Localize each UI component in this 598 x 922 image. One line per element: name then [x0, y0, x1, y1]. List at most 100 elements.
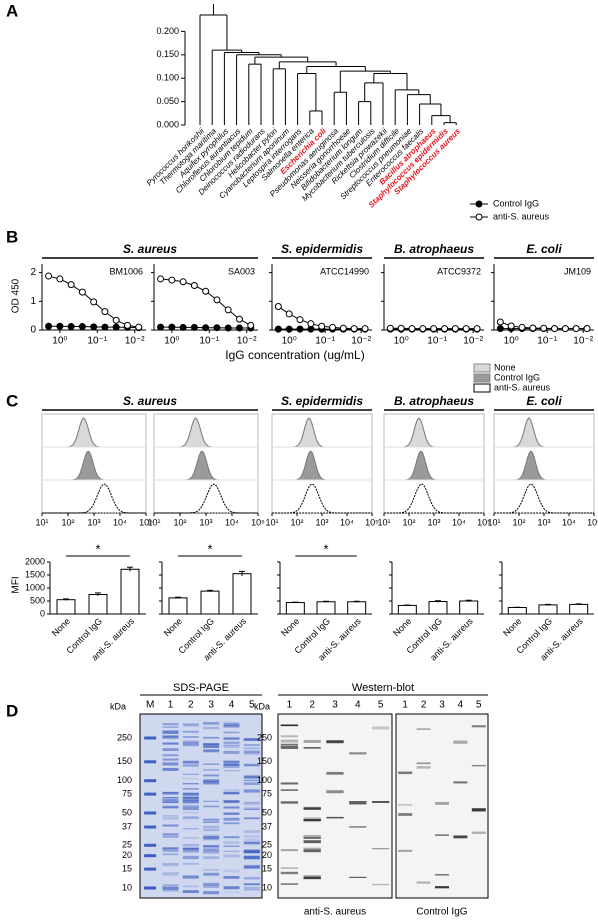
- blot-band: [326, 740, 344, 744]
- blot-band: [303, 819, 321, 821]
- blot-band: [398, 849, 413, 852]
- protein-band: [243, 808, 260, 810]
- y-tick-label: 0: [40, 608, 45, 618]
- protein-band: [203, 873, 220, 875]
- protein-band: [182, 736, 199, 738]
- protein-band: [243, 856, 260, 859]
- data-point: [112, 323, 120, 331]
- x-tick-label: 10⁵: [365, 517, 379, 527]
- x-tick-label: 10³: [199, 517, 212, 527]
- data-point: [168, 323, 176, 331]
- protein-band: [162, 726, 179, 728]
- data-point: [296, 316, 304, 324]
- protein-band: [182, 805, 199, 808]
- protein-band: [243, 878, 260, 880]
- protein-band: [162, 730, 179, 734]
- x-tick-label: 10⁴: [113, 517, 127, 527]
- protein-band: [182, 847, 199, 850]
- protein-band: [162, 735, 179, 737]
- protein-band: [162, 801, 179, 804]
- protein-band: [162, 847, 179, 849]
- protein-band: [203, 885, 220, 889]
- protein-band: [162, 853, 179, 856]
- protein-band: [182, 723, 199, 727]
- data-point: [190, 323, 198, 331]
- kda-label: 100: [117, 775, 132, 785]
- protein-band: [182, 885, 199, 888]
- data-point: [45, 322, 53, 330]
- x-tick-label: 10²: [173, 517, 186, 527]
- y-tick-label: 0.200: [156, 26, 179, 36]
- histogram: [272, 483, 372, 514]
- protein-band: [223, 737, 240, 740]
- protein-band: [182, 778, 199, 780]
- protein-band: [243, 782, 260, 785]
- bar: [168, 597, 188, 615]
- histogram-frame: [271, 413, 373, 514]
- data-point: [213, 296, 221, 304]
- lane-label: 5: [249, 700, 255, 711]
- x-tick-label: 10³: [315, 517, 328, 527]
- protein-band: [243, 752, 260, 754]
- protein-band: [223, 806, 240, 809]
- protein-band: [243, 849, 260, 854]
- x-tick-label: 10⁵: [139, 517, 153, 527]
- data-point: [274, 302, 282, 310]
- protein-band: [182, 799, 199, 804]
- protein-band: [203, 868, 220, 871]
- protein-band: [182, 796, 199, 799]
- x-tick-label: 10¹: [35, 517, 48, 527]
- legend-label: anti-S. aureus: [493, 211, 550, 221]
- protein-band: [182, 740, 199, 743]
- protein-band: [243, 876, 260, 880]
- y-tick-label: 0.100: [156, 73, 179, 83]
- lane-label: 4: [355, 700, 361, 711]
- protein-band: [243, 804, 260, 806]
- x-tick-label: 10⁻²: [237, 336, 257, 347]
- bar: [569, 603, 589, 615]
- protein-band: [182, 742, 199, 746]
- lane-label: 1: [402, 700, 408, 711]
- x-tick-label: 10²: [61, 517, 74, 527]
- y-tick-label: 0: [30, 325, 36, 336]
- blot-band: [303, 740, 321, 743]
- blot: [395, 713, 489, 899]
- panel-label: A: [6, 1, 18, 20]
- blot-band: [303, 849, 321, 853]
- strain-label: ATCC14990: [320, 266, 369, 276]
- blot-band: [303, 874, 321, 877]
- marker-band: [144, 811, 157, 815]
- x-tick-label: 10⁻¹: [87, 336, 107, 347]
- data-point: [202, 287, 210, 295]
- histogram: [384, 417, 484, 448]
- protein-band: [223, 737, 240, 740]
- blot-band: [326, 790, 344, 794]
- blot-band: [280, 849, 299, 852]
- blot-band: [416, 762, 431, 765]
- y-tick-label: 500: [30, 595, 45, 605]
- data-point: [350, 325, 358, 333]
- protein-band: [223, 792, 240, 795]
- data-point: [397, 324, 405, 332]
- data-point: [419, 325, 427, 333]
- lane-label: 5: [378, 700, 384, 711]
- protein-band: [162, 792, 179, 795]
- blot-band: [303, 746, 321, 749]
- protein-band: [182, 848, 199, 851]
- blot-band: [398, 771, 413, 775]
- protein-band: [223, 845, 240, 848]
- protein-band: [203, 763, 220, 765]
- kda-title: kDa: [110, 701, 126, 711]
- category-label: None: [501, 616, 523, 638]
- histogram: [494, 417, 594, 448]
- protein-band: [203, 882, 220, 886]
- data-point: [45, 272, 53, 280]
- protein-band: [203, 818, 220, 823]
- blot-band: [303, 806, 321, 810]
- x-tick-label: 10⁻²: [125, 336, 145, 347]
- blot-band: [326, 816, 344, 819]
- kda-label: 10: [122, 882, 132, 892]
- bar: [316, 601, 336, 615]
- x-tick-label: 10⁻¹: [199, 336, 219, 347]
